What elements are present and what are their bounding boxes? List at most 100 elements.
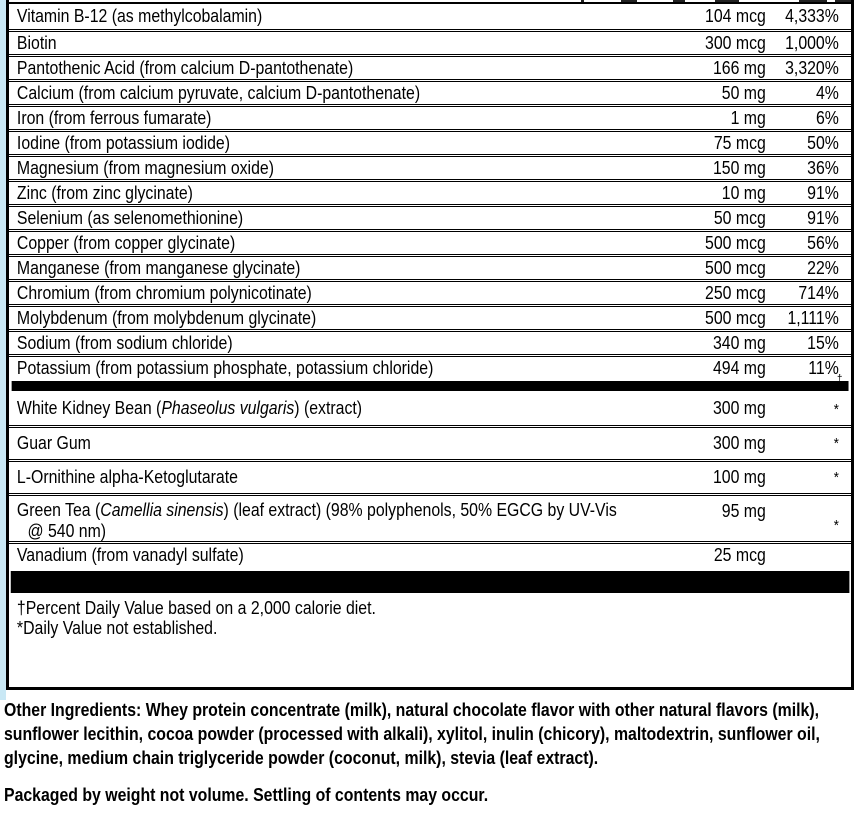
nutrient-name: Zinc (from zinc glycinate) [16, 182, 193, 203]
clipped-header-remnant [673, 0, 685, 2]
packaged-note: Packaged by weight not volume. Settling … [4, 785, 489, 805]
nutrient-amount: 100 mg [712, 467, 766, 488]
table-row: Iodine (from potassium iodide) 75 mcg 50% [9, 129, 851, 154]
nutrient-name: Iodine (from potassium iodide) [16, 132, 230, 153]
nutrient-name: Sodium (from sodium chloride) [16, 332, 233, 353]
nutrient-daily-value: 56% [766, 233, 851, 254]
table-row: Vitamin B-12 (as methylcobalamin) 104 mcg… [9, 4, 851, 29]
nutrient-daily-value: 11% † [766, 357, 851, 385]
nutrient-daily-value: 1,000% [766, 33, 851, 54]
table-row: Biotin 300 mcg 1,000% [9, 29, 851, 54]
nutrient-name: Manganese (from manganese glycinate) [16, 257, 301, 278]
nutrient-daily-value: 4% [766, 83, 851, 104]
nutrient-amount: 95 mg [721, 501, 766, 521]
nutrient-name: Iron (from ferrous fumarate) [16, 107, 212, 128]
table-row: Magnesium (from magnesium oxide) 150 mg 36… [9, 154, 851, 179]
nutrient-daily-value: 91% [766, 208, 851, 229]
table-row: Manganese (from manganese glycinate) 500 … [9, 254, 851, 279]
nutrient-name: Guar Gum [16, 433, 91, 454]
nutrient-daily-value: 1,111% [766, 308, 851, 329]
nutrient-amount: 494 mg [712, 357, 766, 378]
daily-value-text: 1,000% [785, 32, 839, 53]
daily-value-text: * [833, 468, 839, 486]
nutrient-amount: 500 mcg [705, 307, 766, 328]
nutrient-amount: 300 mg [712, 433, 766, 454]
daily-value-text: 36% [807, 157, 839, 178]
nutrient-name: Magnesium (from magnesium oxide) [16, 157, 274, 178]
nutrient-amount: 300 mg [712, 397, 766, 418]
nutrient-daily-value: 15% [766, 333, 851, 354]
table-row: Green Tea (Camellia sinensis) (leaf extr… [9, 493, 851, 541]
nutrient-daily-value: 91% [766, 183, 851, 204]
clipped-header-remnant [715, 0, 739, 2]
daily-value-text: 714% [798, 282, 839, 303]
nutrient-name: Chromium (from chromium polynicotinate) [16, 282, 312, 303]
nutrient-amount: 150 mg [712, 157, 766, 178]
clipped-header-remnant [581, 0, 584, 2]
dagger-footnote-mark: † [836, 372, 843, 385]
daily-value-text: 4% [815, 82, 839, 103]
daily-value-text: * [833, 517, 839, 535]
table-row: L-Ornithine alpha-Ketoglutarate 100 mg * [9, 459, 851, 493]
background-blue-strip [0, 0, 6, 700]
table-row: Calcium (from calcium pyruvate, calcium … [9, 79, 851, 104]
nutrient-name: Calcium (from calcium pyruvate, calcium … [16, 82, 421, 103]
table-row: Chromium (from chromium polynicotinate) 2… [9, 279, 851, 304]
nutrient-daily-value: 714% [766, 283, 851, 304]
nutrient-amount: 75 mcg [713, 132, 766, 153]
nutrient-name: L-Ornithine alpha-Ketoglutarate [16, 467, 238, 488]
table-row: Vanadium (from vanadyl sulfate) 25 mcg [9, 541, 851, 566]
nutrient-amount: 500 mcg [705, 232, 766, 253]
nutrient-amount: 25 mcg [713, 545, 766, 566]
daily-value-text: 91% [807, 182, 839, 203]
nutrient-amount: 104 mcg [705, 6, 766, 27]
table-row: Copper (from copper glycinate) 500 mcg 56% [9, 229, 851, 254]
botanical-table: White Kidney Bean (Phaseolus vulgaris) (… [9, 391, 851, 566]
nutrient-name: Vanadium (from vanadyl sulfate) [16, 545, 244, 566]
daily-value-text: 50% [807, 132, 839, 153]
daily-value-text: 3,320% [785, 57, 839, 78]
table-row: Zinc (from zinc glycinate) 10 mg 91% [9, 179, 851, 204]
clipped-header-remnant [799, 0, 827, 2]
footnote-not-established: *Daily Value not established. [16, 618, 218, 639]
table-row: Iron (from ferrous fumarate) 1 mg 6% [9, 104, 851, 129]
nutrient-amount: 166 mg [712, 57, 766, 78]
nutrient-name: Green Tea (Camellia sinensis) (leaf extr… [16, 500, 617, 541]
nutrient-name: Potassium (from potassium phosphate, pot… [16, 357, 434, 378]
nutrient-amount: 250 mcg [705, 282, 766, 303]
nutrient-name: Biotin [16, 32, 57, 53]
nutrient-name: Molybdenum (from molybdenum glycinate) [16, 307, 317, 328]
nutrient-amount: 50 mcg [713, 207, 766, 228]
footnote-divider-bar [10, 571, 850, 594]
nutrient-daily-value: 50% [766, 133, 851, 154]
table-row: Guar Gum 300 mg * [9, 425, 851, 459]
nutrient-amount: 50 mg [721, 82, 766, 103]
footnotes: †Percent Daily Value based on a 2,000 ca… [9, 598, 851, 638]
section-divider-bar [11, 381, 849, 391]
nutrient-name: Selenium (as selenomethionine) [16, 207, 244, 228]
other-ingredients-section: Other Ingredients: Whey protein concentr… [4, 698, 859, 770]
daily-value-text: * [833, 400, 839, 418]
nutrient-daily-value: 3,320% [766, 58, 851, 79]
nutrient-name: Vitamin B-12 (as methylcobalamin) [16, 6, 263, 27]
daily-value-text: 56% [807, 232, 839, 253]
nutrient-daily-value: 36% [766, 158, 851, 179]
daily-value-text: 11% [808, 357, 839, 378]
nutrient-amount: 500 mcg [705, 257, 766, 278]
nutrient-table: Vitamin B-12 (as methylcobalamin) 104 mcg… [9, 4, 851, 385]
table-row: Pantothenic Acid (from calcium D-pantoth… [9, 54, 851, 79]
table-row: Molybdenum (from molybdenum glycinate) 50… [9, 304, 851, 329]
daily-value-text: 22% [807, 257, 839, 278]
nutrient-daily-value: 22% [766, 258, 851, 279]
nutrient-amount: 10 mg [721, 182, 766, 203]
table-row: Potassium (from potassium phosphate, pot… [9, 354, 851, 385]
table-row: White Kidney Bean (Phaseolus vulgaris) (… [9, 391, 851, 425]
daily-value-text: 15% [807, 332, 839, 353]
other-ingredients-label: Other Ingredients: [4, 700, 142, 720]
nutrient-daily-value: 6% [766, 108, 851, 129]
nutrient-amount: 1 mg [730, 107, 766, 128]
nutrient-daily-value: * [766, 517, 851, 541]
nutrient-daily-value: * [766, 401, 851, 425]
supplement-facts-panel: Vitamin B-12 (as methylcobalamin) 104 mcg… [6, 0, 854, 690]
